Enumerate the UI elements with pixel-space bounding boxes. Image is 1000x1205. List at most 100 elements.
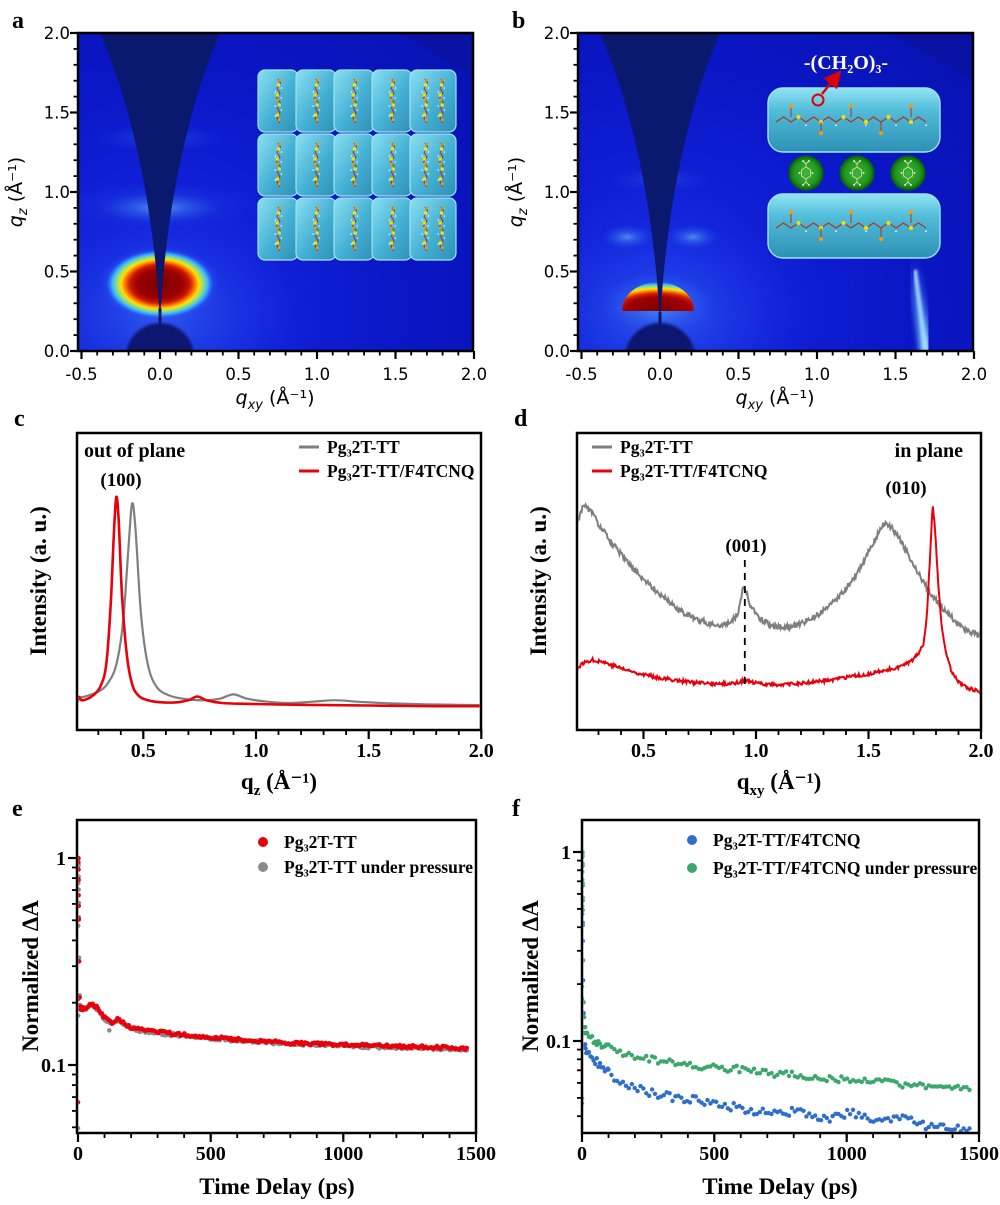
missing-wedge-a [100,33,220,313]
series-line-c-1 [78,495,480,708]
detector-corner-b [888,33,973,80]
f4tcnq-molecule [788,155,824,191]
series-line-d-0 [578,501,980,639]
legend-c: Pg₃2T-TT Pg₃2T-TT/F4TCNQ [299,437,475,481]
b-x-axis-label: qxy (Å⁻¹) [736,386,815,413]
legend-label-e-0: Pg₃2T-TT [284,832,357,852]
axes-e: 0 500 1000 1500 1 0.1 [41,848,496,1165]
polymer-slab [295,69,337,133]
b-y-axis-label: qz (Å⁻¹) [504,157,531,227]
polymer-slab [257,133,299,197]
y-tick-label: 0.1 [546,1031,571,1053]
d-peak-label-010: (010) [885,478,926,499]
polymer-slab [767,193,941,259]
panel-letter-b: b [512,8,525,34]
polymer-slab [409,133,457,197]
giwaxs-image-b [578,33,973,351]
annotation-circle-b [811,93,825,107]
y-tick-label: 0.5 [544,263,570,282]
y-tick-label: 0.0 [544,342,570,361]
legend-label-c-0: Pg₃2T-TT [327,437,400,457]
axes-d: 0.5 1.0 1.5 2.0 [597,730,994,762]
axes-a: -0.5 0.0 0.5 1.0 1.5 2.0 0.0 0.5 1.0 1.5 2.0 [44,24,487,384]
x-tick-label: 0.5 [725,365,751,384]
plot-e [78,855,470,1131]
detector-corner-a [400,33,473,76]
axes-b: -0.5 0.0 0.5 1.0 1.5 2.0 0.0 0.5 1.0 1.5 2.0 [544,24,987,384]
polymer-slab [333,69,375,133]
missing-wedge-b [600,33,720,317]
series-scatter-f-1 [583,852,972,1100]
x-tick-label: 2.0 [469,740,494,762]
d-y-axis-label: Intensity (a. u.) [526,506,551,656]
x-tick-label: 1.0 [804,365,830,384]
axes-c: 0.5 1.0 1.5 2.0 [97,730,494,762]
x-tick-label: 0 [73,1143,83,1165]
annotation-arrow-b [821,70,842,95]
legend-dot-e-1 [258,862,268,872]
x-tick-label: 1.5 [856,740,881,762]
axes-f: 0 500 1000 1500 1 0.1 [546,842,999,1165]
x-tick-label: -0.5 [565,365,597,384]
y-tick-label: 2.0 [544,24,570,43]
panel-letter-f: f [512,796,521,822]
polymer-slab [295,133,337,197]
plot-c [78,495,480,708]
polymer-slab [257,69,299,133]
b-chemical-annotation: -(CH₂O)₃- [804,52,888,74]
pi-stacking-arc-core-b [912,269,928,351]
x-tick-label: 0.5 [631,740,656,762]
x-tick-label: 0.0 [647,365,673,384]
beamstop-a [126,323,194,351]
plot-f [583,850,972,1132]
legend-dot-f-0 [687,835,697,845]
order2-lobe-left-b [601,225,653,249]
c-annotation: out of plane [84,440,185,462]
a-x-axis-label: qxy (Å⁻¹) [236,386,315,413]
series-line-c-0 [78,501,480,707]
legend-label-c-1: Pg₃2T-TT/F4TCNQ [327,461,475,481]
x-tick-label: 1.5 [356,740,381,762]
legend-label-d-0: Pg₃2T-TT [620,437,693,457]
a-y-axis-label: qz (Å⁻¹) [4,157,31,227]
inset-lamellae-a [257,69,457,261]
polymer-slab [371,197,413,261]
x-tick-label: 1000 [827,1143,867,1165]
y-tick-label: 1 [56,848,66,870]
panel-letter-d: d [514,406,528,432]
bragg-dome-100-b [622,282,694,311]
x-tick-label: 1500 [456,1143,496,1165]
y-tick-label: 1.0 [544,183,570,202]
x-tick-label: 500 [699,1143,729,1165]
series-line-d-1 [578,506,980,695]
d-peak-label-001: (001) [725,536,766,557]
d-annotation: in plane [895,440,963,462]
x-tick-label: 2.0 [461,365,487,384]
legend-label-f-0: Pg₃2T-TT/F4TCNQ [713,830,861,850]
x-tick-label: 1.5 [882,365,908,384]
legend-dot-f-1 [687,863,697,873]
order2-lobe-right-b [667,225,719,249]
polymer-slab [371,69,413,133]
y-tick-label: 1 [561,842,571,864]
x-tick-label: 1000 [323,1143,363,1165]
x-tick-label: 1.5 [382,365,408,384]
x-tick-label: 500 [196,1143,226,1165]
legend-label-f-1: Pg₃2T-TT/F4TCNQ under pressure [713,858,977,878]
x-tick-label: 0.5 [225,365,251,384]
c-y-axis-label: Intensity (a. u.) [26,506,51,656]
plot-border-f [580,818,981,1135]
y-tick-label: 1.0 [44,183,70,202]
e-x-axis-label: Time Delay (ps) [199,1174,354,1199]
series-scatter-e-1 [78,856,470,1131]
x-tick-label: 1.0 [304,365,330,384]
legend-e: Pg₃2T-TT Pg₃2T-TT under pressure [258,832,473,877]
series-scatter-e-0 [78,855,470,1105]
panel-letter-e: e [12,796,23,822]
c-x-axis-label: qz (Å⁻¹) [241,769,317,799]
plot-d [578,501,980,695]
x-tick-label: 1500 [959,1143,999,1165]
legend-f: Pg₃2T-TT/F4TCNQ Pg₃2T-TT/F4TCNQ under pr… [687,830,977,878]
x-tick-label: 2.0 [969,740,994,762]
